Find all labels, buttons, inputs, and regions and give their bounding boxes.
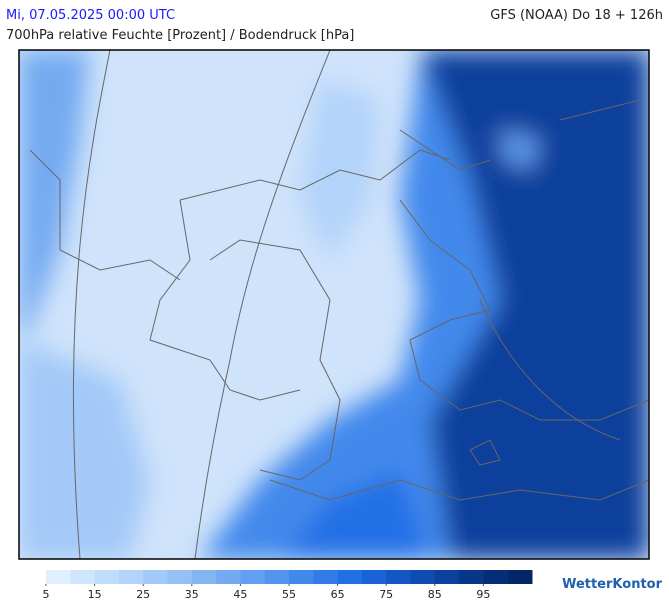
colorbar-swatch [361,570,387,584]
map-frame [18,49,650,560]
colorbar-tick-label: 15 [88,588,102,600]
colorbar-swatch [410,570,436,584]
colorbar-swatch [94,570,120,584]
colorbar-swatch [507,570,533,584]
colorbar-swatch [386,570,411,584]
colorbar: 5 15 25 35 45 55 65 75 85 95 [43,570,533,601]
map [19,50,649,559]
colorbar-swatch [70,570,96,584]
colorbar-swatch [483,570,509,584]
model: GFS (NOAA) Do 18 + 126h [490,8,663,23]
subtitle: 700hPa relative Feuchte [Prozent] / Bode… [6,28,354,43]
colorbar-tick-label: 95 [476,588,490,600]
colorbar-tick-label: 45 [233,588,247,600]
logo[interactable]: WetterKontor [562,577,663,592]
colorbar-tick-label: 5 [43,588,50,600]
colorbar-tick-label: 65 [331,588,345,600]
colorbar-swatch [240,570,266,584]
colorbar-swatch [167,570,193,584]
colorbar-tick-label: 35 [185,588,199,600]
colorbar-swatch [216,570,241,584]
colorbar-tick-label: 25 [136,588,150,600]
colorbar-swatch [118,570,144,584]
colorbar-swatch [434,570,460,584]
colorbar-swatch [264,570,290,584]
colorbar-swatch [191,570,217,584]
colorbar-swatch [46,570,71,584]
colorbar-swatch [337,570,363,584]
colorbar-tick-label: 55 [282,588,296,600]
colorbar-tick-label: 75 [379,588,393,600]
colorbar-tick-label: 85 [428,588,442,600]
colorbar-swatch [459,570,484,584]
colorbar-swatch [143,570,168,584]
colorbar-swatch [289,570,314,584]
colorbar-swatch [313,570,339,584]
date: Mi, 07.05.2025 00:00 UTC [6,8,175,23]
